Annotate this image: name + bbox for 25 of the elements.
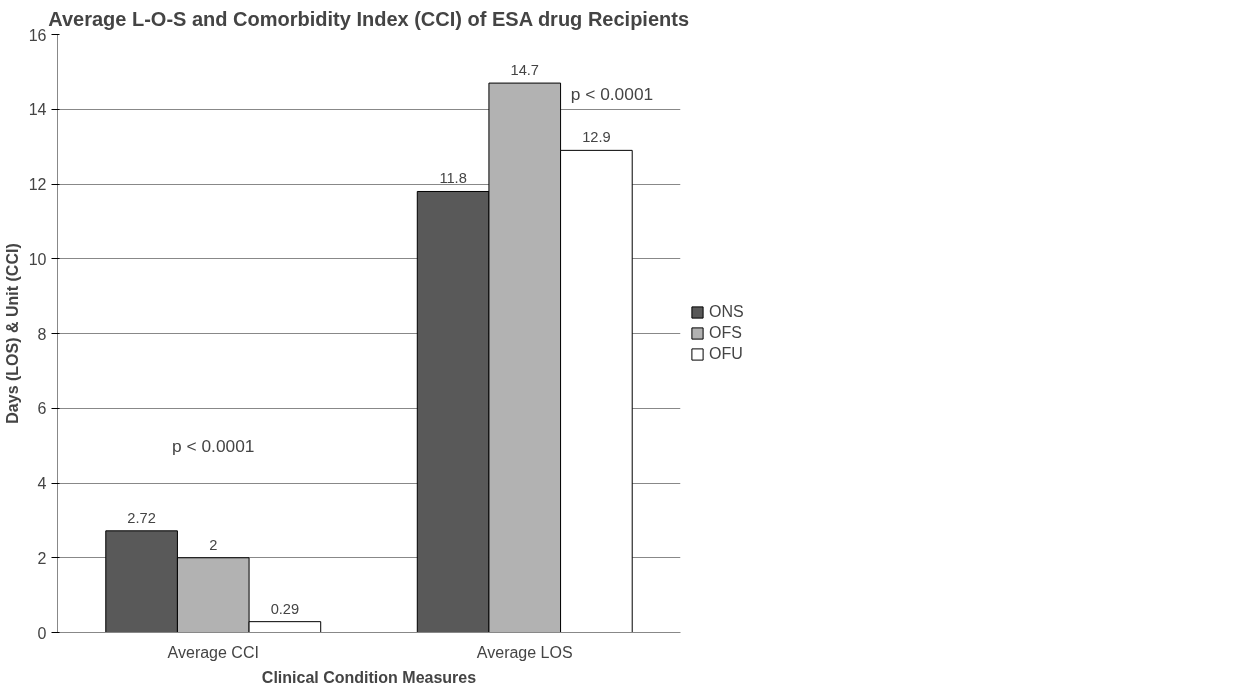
y-tick-label: 12	[28, 176, 47, 193]
y-tick-label: 16	[28, 26, 47, 44]
y-tick-label: 10	[28, 250, 47, 268]
x-axis-title: Clinical Condition Measures	[261, 668, 477, 686]
data-label: 2	[209, 536, 218, 553]
data-label: 0.29	[270, 600, 300, 617]
legend-label: ONS	[709, 303, 744, 321]
y-tick-label: 14	[28, 101, 47, 119]
data-label: 2.72	[127, 509, 156, 526]
x-tick-label: Average LOS	[476, 643, 573, 661]
data-label: 11.8	[439, 170, 467, 187]
chart-title: Average L-O-S and Comorbidity Index (CCI) of ESA drug Recipients	[48, 7, 690, 30]
data-label: 12.9	[582, 129, 611, 146]
x-tick-label: Average CCI	[167, 643, 259, 661]
y-tick-label: 8	[37, 325, 47, 343]
legend-label: OFU	[709, 345, 743, 363]
legend-label: OFS	[709, 324, 742, 342]
y-tick-label: 4	[37, 475, 47, 492]
y-tick-label: 6	[37, 400, 47, 418]
y-tick-label: 0	[37, 624, 47, 642]
annotation: p < 0.0001	[172, 435, 255, 456]
y-tick-label: 2	[37, 549, 47, 567]
data-label: 14.7	[510, 62, 540, 79]
y-axis-title: Days (LOS) & Unit (CCI)	[3, 243, 21, 424]
annotation: p < 0.0001	[570, 84, 654, 105]
